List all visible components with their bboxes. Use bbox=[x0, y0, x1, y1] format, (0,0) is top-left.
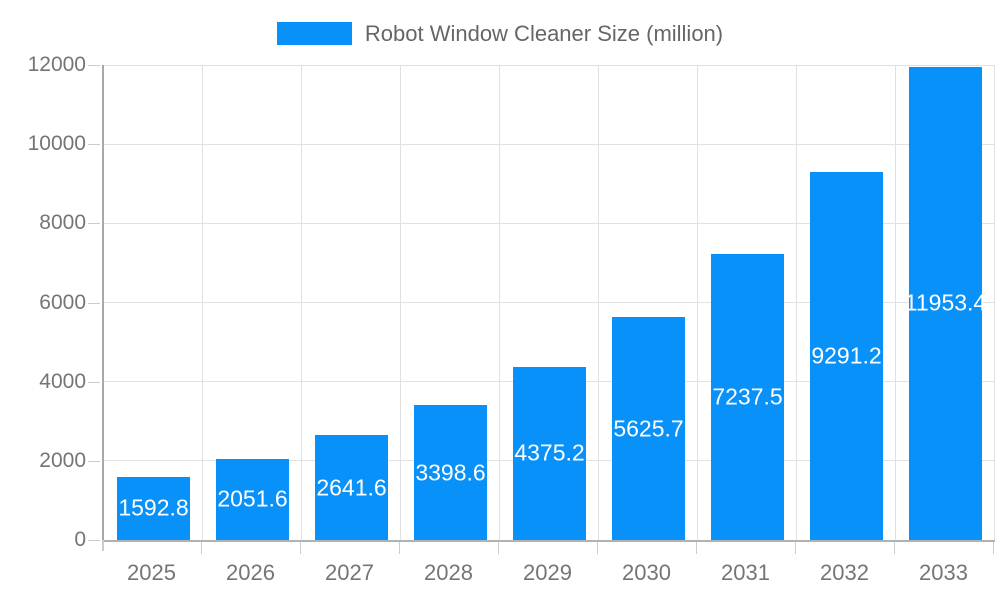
gridline-vertical bbox=[895, 65, 896, 540]
x-axis-tick-mark bbox=[597, 542, 598, 554]
bar-value-label: 9291.2 bbox=[811, 342, 882, 369]
gridline-vertical bbox=[301, 65, 302, 540]
legend-swatch bbox=[276, 22, 352, 45]
y-axis-tick-label: 8000 bbox=[39, 211, 86, 235]
x-axis-tick-label: 2025 bbox=[127, 560, 176, 585]
bar-value-label: 2641.6 bbox=[316, 474, 387, 501]
x-axis-tick-mark bbox=[894, 542, 895, 554]
bar-2027[interactable]: 2641.6 bbox=[315, 435, 388, 540]
x-axis-tick-mark bbox=[993, 542, 994, 554]
bar-2033[interactable]: 11953.4 bbox=[905, 66, 986, 540]
gridline-vertical bbox=[796, 65, 797, 540]
y-axis-tick-label: 12000 bbox=[27, 53, 86, 76]
plot-area: 1592.8 2051.6 2641.6 3398.6 4375.2 5625.7 7237… bbox=[102, 65, 995, 551]
x-axis-tick-mark bbox=[399, 542, 400, 554]
legend-label: Robot Window Cleaner Size (million) bbox=[364, 21, 724, 46]
bar-2031[interactable]: 7237.5 bbox=[711, 253, 784, 540]
bar-value-label: 3398.6 bbox=[415, 459, 486, 486]
y-axis-tick-mark bbox=[88, 65, 100, 66]
gridline-horizontal bbox=[104, 65, 995, 66]
x-axis-tick-label: 2029 bbox=[523, 560, 572, 585]
gridline-horizontal bbox=[104, 222, 995, 224]
y-axis-tick-label: 10000 bbox=[27, 132, 86, 156]
x-axis-tick-label: 2030 bbox=[622, 560, 671, 585]
y-axis-below-tick bbox=[102, 540, 104, 551]
x-axis-tick-label: 2028 bbox=[424, 560, 473, 585]
x-axis-tick-mark bbox=[300, 542, 301, 554]
y-axis-tick-mark bbox=[88, 144, 100, 146]
bar-2028[interactable]: 3398.6 bbox=[414, 405, 487, 540]
x-axis-tick-mark bbox=[696, 542, 697, 554]
x-axis-tick-label: 2026 bbox=[226, 560, 275, 585]
gridline-vertical bbox=[499, 65, 500, 540]
gridline-vertical bbox=[598, 65, 599, 540]
x-axis-tick-label: 2027 bbox=[325, 560, 374, 585]
gridline-vertical bbox=[202, 65, 203, 540]
y-axis-tick-mark bbox=[88, 460, 100, 462]
bar-value-label: 7237.5 bbox=[712, 383, 783, 410]
x-axis-tick-label: 2032 bbox=[820, 560, 869, 585]
y-axis-tick-mark bbox=[88, 381, 100, 383]
x-axis-tick-mark bbox=[498, 542, 499, 554]
x-axis-tick-mark bbox=[795, 542, 796, 554]
bar-value-label: 2051.6 bbox=[217, 485, 288, 512]
gridline-horizontal bbox=[104, 302, 995, 303]
x-axis-tick-label: 2033 bbox=[919, 560, 968, 585]
y-axis-tick-label: 0 bbox=[74, 528, 86, 551]
bar-2029[interactable]: 4375.2 bbox=[513, 366, 586, 540]
bar-2025[interactable]: 1592.8 bbox=[117, 476, 190, 540]
bar-value-label: 5625.7 bbox=[613, 415, 684, 442]
y-axis-tick-label: 2000 bbox=[39, 448, 86, 472]
y-axis-tick-label: 6000 bbox=[39, 290, 86, 314]
y-axis-tick-mark bbox=[88, 302, 100, 304]
gridline-vertical bbox=[400, 65, 401, 540]
gridline-horizontal bbox=[104, 143, 995, 145]
y-axis-tick-mark bbox=[88, 540, 100, 541]
bar-value-label: 1592.8 bbox=[118, 494, 189, 521]
chart-legend[interactable]: Robot Window Cleaner Size (million) bbox=[0, 21, 1000, 46]
x-axis-tick-label: 2031 bbox=[721, 560, 770, 585]
bar-2032[interactable]: 9291.2 bbox=[810, 172, 883, 540]
x-axis-tick-mark bbox=[201, 542, 202, 554]
bar-2026[interactable]: 2051.6 bbox=[216, 458, 289, 540]
y-axis-tick-label: 4000 bbox=[39, 369, 86, 393]
bar-value-label: 11953.4 bbox=[904, 289, 987, 316]
y-axis-tick-mark bbox=[88, 223, 100, 225]
gridline-vertical bbox=[697, 65, 698, 540]
gridline-vertical bbox=[994, 65, 995, 540]
bar-2030[interactable]: 5625.7 bbox=[612, 317, 685, 540]
bar-value-label: 4375.2 bbox=[514, 439, 585, 466]
